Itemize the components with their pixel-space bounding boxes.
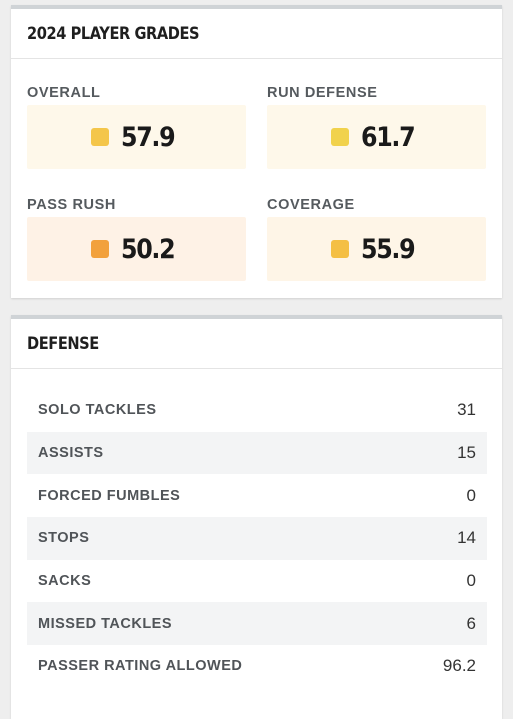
grade-label-overall: OVERALL — [27, 85, 101, 101]
table-row: MISSED TACKLES 6 — [27, 602, 487, 646]
grade-value-coverage: 55.9 — [361, 233, 416, 265]
player-grades-header: 2024 PLAYER GRADES — [11, 9, 502, 59]
stat-value: 14 — [457, 528, 476, 548]
grade-box-pass-rush: 50.2 — [27, 217, 246, 281]
stat-value: 15 — [457, 443, 476, 463]
grade-box-overall: 57.9 — [27, 105, 246, 169]
grade-value-run-defense: 61.7 — [361, 121, 416, 153]
stat-value: 0 — [466, 571, 476, 591]
stat-label: SOLO TACKLES — [38, 402, 157, 419]
grade-square-icon — [331, 240, 350, 258]
stat-label: ASSISTS — [38, 445, 104, 462]
stat-label: STOPS — [38, 530, 90, 547]
grade-square-icon — [91, 240, 110, 258]
grade-label-pass-rush: PASS RUSH — [27, 197, 116, 213]
grade-label-run-defense: RUN DEFENSE — [267, 85, 378, 101]
grade-box-run-defense: 61.7 — [267, 105, 486, 169]
defense-stats-table: SOLO TACKLES 31 ASSISTS 15 FORCED FUMBLE… — [27, 389, 487, 688]
table-row: STOPS 14 — [27, 517, 487, 560]
stat-label: SACKS — [38, 573, 92, 590]
grade-square-icon — [91, 128, 110, 146]
stat-value: 31 — [457, 400, 476, 420]
stat-value: 6 — [466, 613, 476, 633]
grade-value-pass-rush: 50.2 — [121, 233, 176, 265]
stat-label: MISSED TACKLES — [38, 615, 173, 632]
table-row: SACKS 0 — [27, 560, 487, 603]
player-grades-card: 2024 PLAYER GRADES OVERALL 57.9 RUN DEFE… — [11, 5, 502, 298]
defense-title: DEFENSE — [27, 333, 99, 354]
stat-label: FORCED FUMBLES — [38, 487, 181, 504]
player-grades-title: 2024 PLAYER GRADES — [27, 23, 200, 44]
stat-value: 96.2 — [442, 656, 476, 676]
table-row: FORCED FUMBLES 0 — [27, 474, 487, 517]
defense-header: DEFENSE — [11, 319, 502, 369]
stat-label: PASSER RATING ALLOWED — [38, 658, 243, 675]
grade-square-icon — [331, 128, 350, 146]
grade-box-coverage: 55.9 — [267, 217, 486, 281]
table-row: SOLO TACKLES 31 — [27, 389, 487, 432]
grade-label-coverage: COVERAGE — [267, 197, 355, 213]
table-row: PASSER RATING ALLOWED 96.2 — [27, 645, 487, 688]
grade-value-overall: 57.9 — [121, 121, 176, 153]
table-row: ASSISTS 15 — [27, 431, 487, 475]
stat-value: 0 — [466, 485, 476, 505]
defense-card: DEFENSE SOLO TACKLES 31 ASSISTS 15 FORCE… — [11, 315, 502, 719]
